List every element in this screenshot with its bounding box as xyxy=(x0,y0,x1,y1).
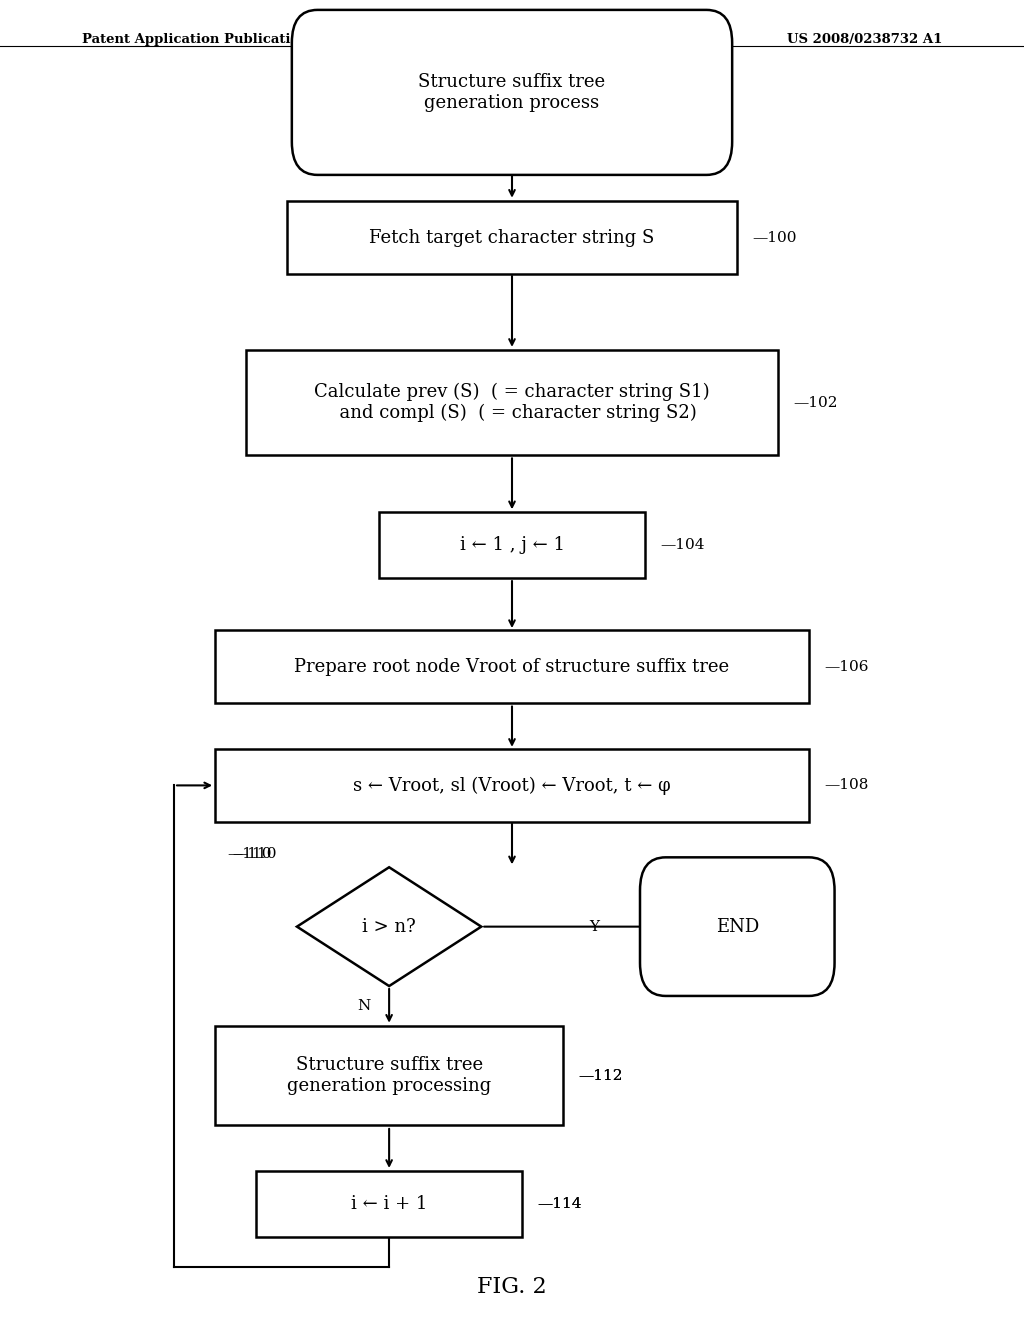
Text: —112: —112 xyxy=(579,1069,623,1082)
Text: Fetch target character string S: Fetch target character string S xyxy=(370,228,654,247)
FancyBboxPatch shape xyxy=(379,512,645,578)
Text: END: END xyxy=(716,917,759,936)
Text: —110: —110 xyxy=(227,847,271,861)
Text: —106: —106 xyxy=(824,660,868,673)
Text: i ← 1 , j ← 1: i ← 1 , j ← 1 xyxy=(460,536,564,554)
Text: i > n?: i > n? xyxy=(362,917,416,936)
Polygon shape xyxy=(297,867,481,986)
Text: Y: Y xyxy=(589,920,599,933)
FancyBboxPatch shape xyxy=(215,750,809,821)
Text: Oct. 2, 2008   Sheet 2 of 7: Oct. 2, 2008 Sheet 2 of 7 xyxy=(334,33,526,46)
Text: —114: —114 xyxy=(538,1197,582,1210)
FancyBboxPatch shape xyxy=(287,201,737,275)
Text: —112: —112 xyxy=(579,1069,623,1082)
Text: —100: —100 xyxy=(753,231,797,244)
Text: N: N xyxy=(357,999,370,1012)
Text: Calculate prev (S)  ( = character string S1)
  and compl (S)  ( = character stri: Calculate prev (S) ( = character string … xyxy=(314,383,710,422)
FancyBboxPatch shape xyxy=(215,631,809,704)
Text: i ← i + 1: i ← i + 1 xyxy=(351,1195,427,1213)
Text: Structure suffix tree
generation process: Structure suffix tree generation process xyxy=(419,73,605,112)
FancyBboxPatch shape xyxy=(256,1171,522,1237)
Text: Prepare root node Vroot of structure suffix tree: Prepare root node Vroot of structure suf… xyxy=(295,657,729,676)
FancyBboxPatch shape xyxy=(215,1027,563,1125)
Text: US 2008/0238732 A1: US 2008/0238732 A1 xyxy=(786,33,942,46)
Text: —108: —108 xyxy=(824,779,868,792)
Text: —110: —110 xyxy=(232,847,276,861)
FancyBboxPatch shape xyxy=(292,9,732,174)
FancyBboxPatch shape xyxy=(246,350,778,455)
Text: Structure suffix tree
generation processing: Structure suffix tree generation process… xyxy=(287,1056,492,1096)
FancyBboxPatch shape xyxy=(640,858,835,997)
Text: —102: —102 xyxy=(794,396,838,409)
Text: —104: —104 xyxy=(660,539,705,552)
Text: FIG. 2: FIG. 2 xyxy=(477,1276,547,1298)
Text: —114: —114 xyxy=(538,1197,582,1210)
Text: Patent Application Publication: Patent Application Publication xyxy=(82,33,308,46)
Text: s ← Vroot, sl (Vroot) ← Vroot, t ← φ: s ← Vroot, sl (Vroot) ← Vroot, t ← φ xyxy=(353,776,671,795)
